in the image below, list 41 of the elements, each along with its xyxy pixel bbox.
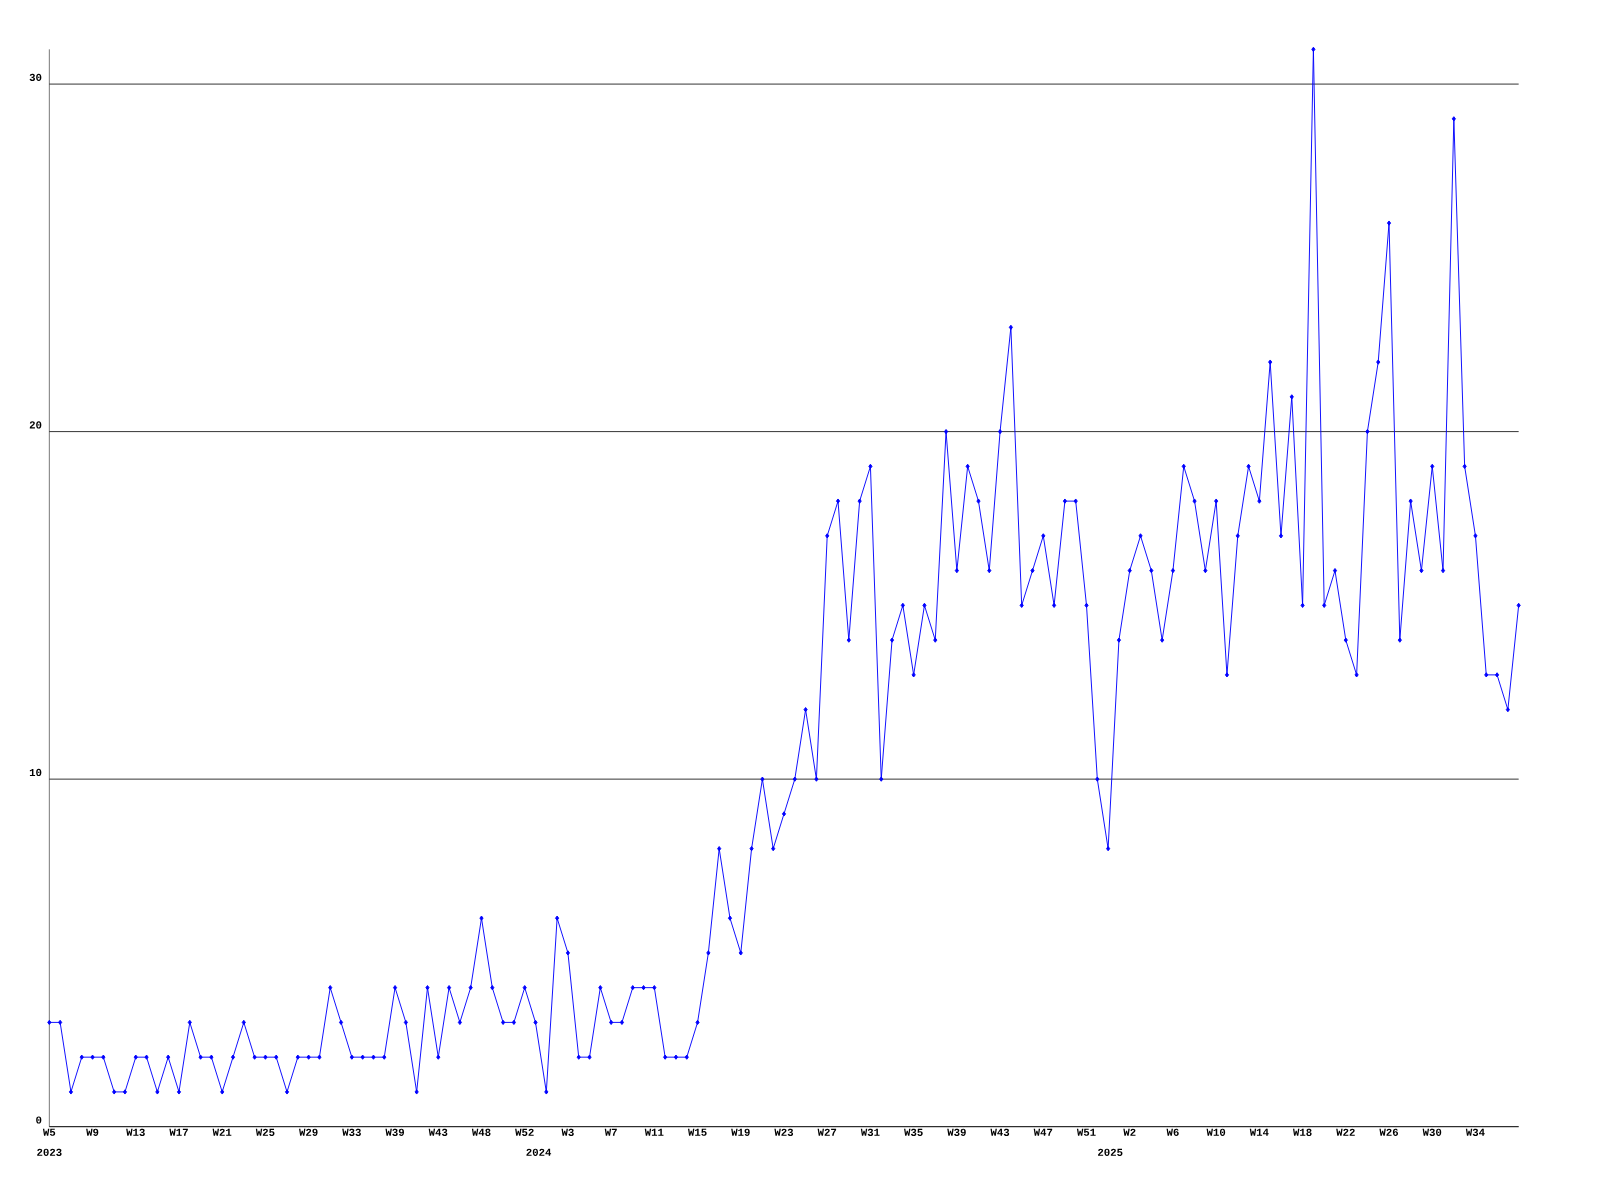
x-tick-label: W13: [126, 1128, 145, 1136]
x-tick-label: W35: [904, 1128, 923, 1136]
x-tick-label: W7: [604, 1128, 617, 1136]
x-tick-label: W23: [774, 1128, 794, 1136]
text: 2023: [37, 1148, 62, 1156]
text: 2025: [1098, 1148, 1123, 1156]
x-tick-label: W14: [1249, 1128, 1269, 1136]
x-tick-label: W27: [817, 1128, 837, 1136]
x-tick-label: W9: [86, 1128, 99, 1136]
x-tick-label: W18: [1292, 1128, 1312, 1136]
x-tick-label: W21: [212, 1128, 232, 1136]
x-tick-label: W25: [255, 1128, 275, 1136]
x-tick-label: W34: [1465, 1128, 1485, 1136]
y-tick-label: 0: [36, 1116, 42, 1124]
x-tick-label: W11: [644, 1128, 664, 1136]
x-tick-label: W2: [1123, 1128, 1136, 1136]
x-tick-label: W43: [990, 1128, 1010, 1136]
x-tick-label: W31: [860, 1128, 880, 1136]
x-tick-label: W17: [169, 1128, 188, 1136]
x-tick-label: W43: [428, 1128, 448, 1136]
x-tick-label: W10: [1206, 1128, 1226, 1136]
x-tick-label: W29: [299, 1128, 318, 1136]
y-tick-label: 20: [29, 421, 42, 429]
y-tick-label: 10: [29, 768, 42, 777]
text: 2024: [526, 1148, 552, 1156]
x-tick-label: W51: [1076, 1128, 1096, 1136]
x-tick-label: W3: [561, 1128, 574, 1136]
x-tick-label: W48: [471, 1128, 491, 1136]
x-tick-label: W22: [1336, 1128, 1355, 1136]
x-tick-label: W52: [515, 1128, 534, 1136]
x-tick-label: W26: [1379, 1128, 1399, 1136]
x-tick-label: W39: [385, 1128, 405, 1136]
x-tick-label: W33: [342, 1128, 361, 1136]
x-tick-label: W47: [1033, 1128, 1053, 1136]
y-tick-label: 30: [29, 73, 42, 82]
x-tick-label: W15: [687, 1128, 707, 1136]
x-tick-label: W6: [1166, 1128, 1179, 1136]
x-tick-label: W39: [947, 1128, 966, 1136]
x-tick-label: W30: [1422, 1128, 1442, 1136]
x-tick-label: W5: [42, 1128, 56, 1136]
x-tick-label: W19: [731, 1128, 750, 1136]
